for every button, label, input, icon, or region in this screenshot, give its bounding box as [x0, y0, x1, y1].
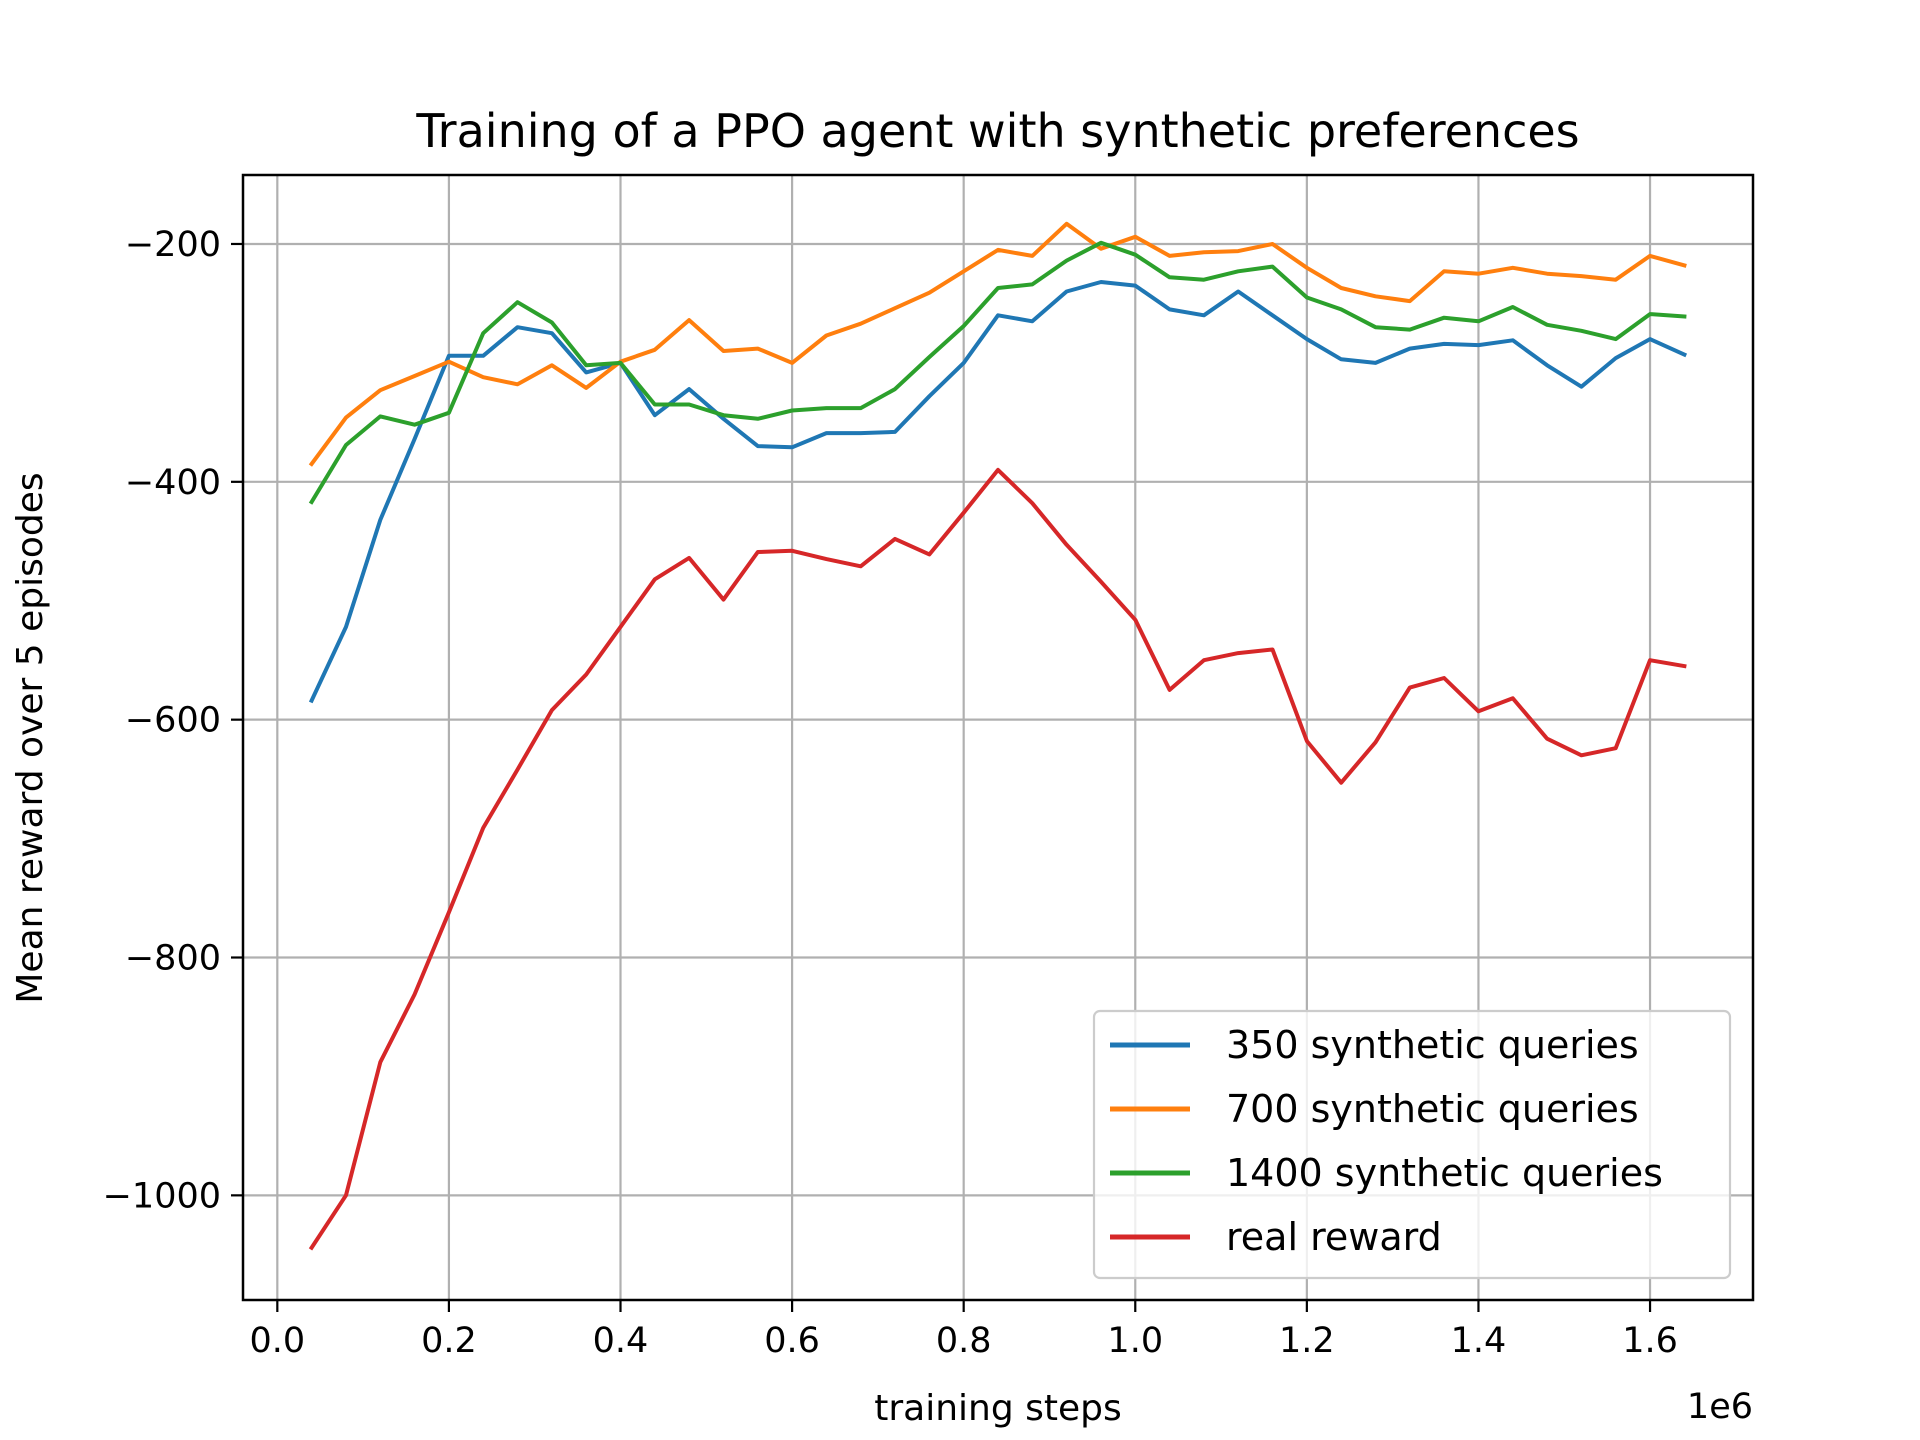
y-tick-label: −1000: [103, 1176, 221, 1216]
series-line-3: [308, 240, 1687, 505]
y-axis-label: Mean reward over 5 episodes: [10, 472, 51, 1003]
y-tick-label: −600: [125, 701, 221, 741]
series-line-1: [308, 280, 1688, 704]
x-axis-offset-label: 1e6: [1687, 1387, 1753, 1427]
legend-box: [1092, 1009, 1732, 1280]
x-tick-label: 0.8: [936, 1321, 992, 1361]
plot-area-frame: [241, 173, 1755, 1302]
x-tick-label: 1.2: [1279, 1321, 1335, 1361]
legend-label: real reward: [1226, 1215, 1442, 1259]
x-tick-label: 0.4: [593, 1321, 649, 1361]
legend-label: 1400 synthetic queries: [1226, 1151, 1663, 1195]
y-tick-label: −200: [125, 225, 221, 265]
x-tick-label: 1.4: [1451, 1321, 1507, 1361]
chart-title: Training of a PPO agent with synthetic p…: [415, 104, 1579, 158]
legend: 350 synthetic queries 700 synthetic queri…: [1092, 1009, 1732, 1280]
y-tick-label: −800: [125, 939, 221, 979]
legend-label: 350 synthetic queries: [1226, 1023, 1639, 1067]
x-tick-label: 0.6: [764, 1321, 820, 1361]
series-lines: [308, 221, 1688, 1251]
axis-ticks: 0.0 0.2 0.4 0.6 0.8 1.0 1.2 1.4 1.6 −200 −400 −600 −…: [103, 225, 1678, 1361]
x-axis-label: training steps: [874, 1388, 1122, 1429]
x-tick-label: 1.0: [1107, 1321, 1163, 1361]
series-line-4: [308, 467, 1687, 1251]
series-line-2: [308, 221, 1687, 467]
x-tick-label: 0.2: [421, 1321, 477, 1361]
x-tick-label: 1.6: [1622, 1321, 1678, 1361]
legend-label: 700 synthetic queries: [1226, 1087, 1639, 1131]
x-tick-label: 0.0: [249, 1321, 305, 1361]
y-tick-label: −400: [125, 463, 221, 503]
